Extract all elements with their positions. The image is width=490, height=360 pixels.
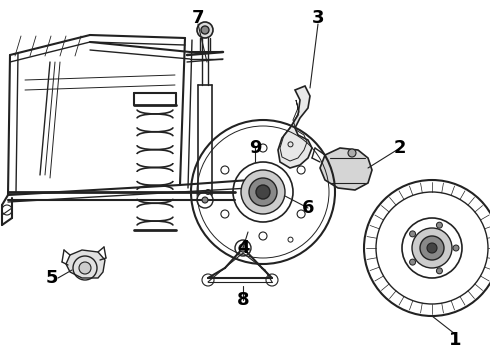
Circle shape: [348, 149, 356, 157]
Polygon shape: [66, 250, 105, 278]
Text: 5: 5: [46, 269, 58, 287]
Circle shape: [453, 245, 459, 251]
Circle shape: [201, 26, 209, 34]
Circle shape: [410, 231, 416, 237]
Circle shape: [410, 259, 416, 265]
Polygon shape: [278, 86, 312, 168]
Text: 1: 1: [449, 331, 461, 349]
Circle shape: [412, 228, 452, 268]
Text: 9: 9: [249, 139, 261, 157]
Polygon shape: [320, 148, 372, 190]
Text: 3: 3: [312, 9, 324, 27]
Text: 4: 4: [237, 239, 249, 257]
Circle shape: [79, 262, 91, 274]
Circle shape: [437, 268, 442, 274]
Text: 6: 6: [302, 199, 314, 217]
Circle shape: [420, 236, 444, 260]
Circle shape: [202, 197, 208, 203]
Circle shape: [239, 244, 247, 252]
Circle shape: [197, 22, 213, 38]
Circle shape: [437, 222, 442, 228]
Circle shape: [241, 170, 285, 214]
Circle shape: [256, 185, 270, 199]
Text: 8: 8: [237, 291, 249, 309]
Circle shape: [249, 178, 277, 206]
Text: 2: 2: [394, 139, 406, 157]
Text: 7: 7: [192, 9, 204, 27]
Circle shape: [427, 243, 437, 253]
